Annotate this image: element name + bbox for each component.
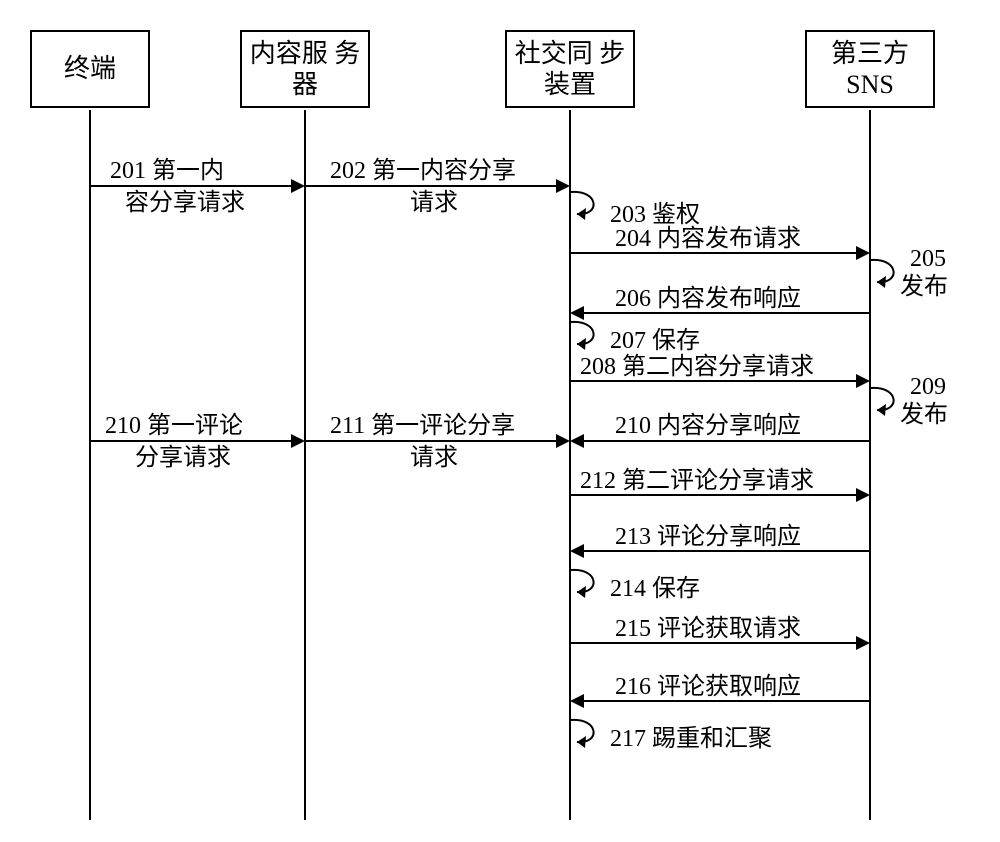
participant-label: 终端 — [64, 53, 116, 84]
msg-213-label: 213 评论分享响应 — [615, 524, 801, 550]
msg-209-label-bot: 发布 — [900, 402, 948, 428]
msg-210b-arrow — [572, 440, 869, 442]
msg-208-label: 208 第二内容分享请求 — [580, 354, 814, 380]
lifeline-sns — [869, 110, 871, 820]
msg-214-label: 214 保存 — [610, 576, 700, 602]
msg-202-label-bot: 请求 — [410, 190, 458, 216]
msg-211-label-bot: 请求 — [410, 445, 458, 471]
msg-209-label-top: 209 — [910, 374, 946, 400]
msg-204-label: 204 内容发布请求 — [615, 226, 801, 252]
participant-label: 内容服 务器 — [246, 38, 364, 100]
msg-210a-label-bot: 分享请求 — [135, 445, 231, 471]
msg-212-label: 212 第二评论分享请求 — [580, 468, 814, 494]
msg-206-label: 206 内容发布响应 — [615, 286, 801, 312]
msg-207-selfloop — [571, 320, 605, 348]
participant-terminal: 终端 — [30, 30, 150, 108]
sequence-diagram: 终端 内容服 务器 社交同 步装置 第三方 SNS 201 第一内 容分享请求 … — [20, 20, 980, 820]
participant-label: 社交同 步装置 — [511, 38, 629, 100]
msg-210a-arrow — [90, 440, 303, 442]
lifeline-content-server — [304, 110, 306, 820]
msg-207-label: 207 保存 — [610, 328, 700, 354]
msg-216-label: 216 评论获取响应 — [615, 674, 801, 700]
msg-210a-label-top: 210 第一评论 — [105, 413, 243, 439]
msg-211-arrow — [306, 440, 568, 442]
msg-201-arrow — [90, 185, 303, 187]
msg-201-label-top: 201 第一内 — [110, 158, 224, 184]
msg-205-label-top: 205 — [910, 246, 946, 272]
msg-203-selfloop — [571, 190, 605, 218]
msg-215-label: 215 评论获取请求 — [615, 616, 801, 642]
msg-202-arrow — [306, 185, 568, 187]
participant-label: 第三方 SNS — [811, 38, 929, 100]
participant-content-server: 内容服 务器 — [240, 30, 370, 108]
msg-205-label-bot: 发布 — [900, 274, 948, 300]
msg-201-label-bot: 容分享请求 — [125, 190, 245, 216]
msg-202-label-top: 202 第一内容分享 — [330, 158, 516, 184]
lifeline-terminal — [89, 110, 91, 820]
participant-third-party-sns: 第三方 SNS — [805, 30, 935, 108]
msg-210b-label: 210 内容分享响应 — [615, 413, 801, 439]
msg-203-label: 203 鉴权 — [610, 202, 700, 228]
msg-214-selfloop — [571, 568, 605, 596]
msg-217-label: 217 踢重和汇聚 — [610, 726, 772, 752]
participant-sync-device: 社交同 步装置 — [505, 30, 635, 108]
msg-217-selfloop — [571, 718, 605, 746]
msg-211-label-top: 211 第一评论分享 — [330, 413, 515, 439]
